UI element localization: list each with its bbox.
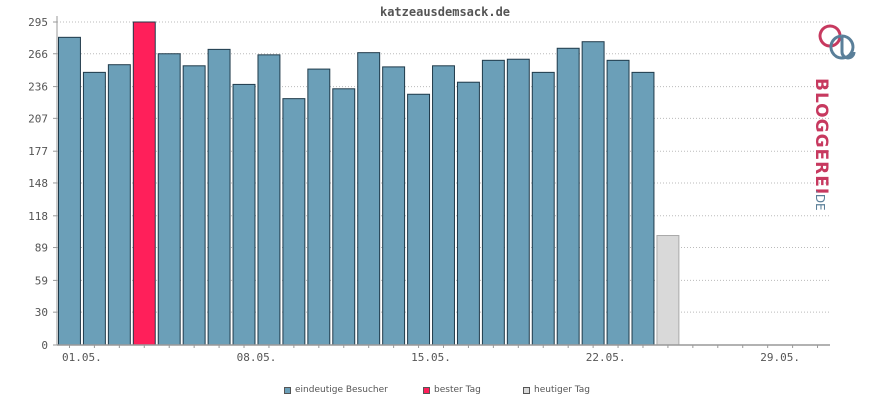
y-tick-label: 0 bbox=[41, 339, 48, 352]
bar bbox=[332, 88, 356, 346]
bar bbox=[432, 65, 455, 346]
y-tick-label: 266 bbox=[28, 48, 48, 61]
bar bbox=[107, 64, 131, 346]
chart-title: katzeausdemsack.de bbox=[380, 5, 510, 19]
bar bbox=[407, 93, 431, 346]
legend-swatch-today bbox=[523, 386, 530, 394]
bar bbox=[556, 47, 580, 346]
y-axis: 0 30 59 89 118 148 177 207 236 266 295 bbox=[28, 16, 58, 352]
bar bbox=[157, 53, 181, 346]
x-tick-label: 08.05. bbox=[237, 351, 277, 364]
x-axis: 01.05. 08.05. 15.05. 22.05. 29.05. bbox=[57, 344, 830, 364]
bar bbox=[456, 81, 480, 346]
bloggerei-logo-icon bbox=[818, 24, 856, 60]
y-tick-label: 207 bbox=[28, 112, 48, 125]
bar bbox=[232, 83, 256, 346]
bars bbox=[58, 21, 680, 346]
y-tick-label: 59 bbox=[35, 274, 48, 287]
y-tick-label: 295 bbox=[28, 16, 48, 29]
y-tick-label: 89 bbox=[35, 242, 48, 255]
bar bbox=[631, 71, 655, 346]
bar bbox=[481, 59, 505, 346]
legend-label-visitors: eindeutige Besucher bbox=[295, 385, 388, 395]
bar bbox=[82, 71, 106, 346]
bar bbox=[207, 48, 231, 346]
legend-label-today: heutiger Tag bbox=[534, 385, 591, 395]
x-tick-label: 29.05. bbox=[760, 351, 800, 364]
bar bbox=[257, 54, 281, 346]
x-tick-label: 15.05. bbox=[411, 351, 451, 364]
y-tick-label: 148 bbox=[28, 177, 48, 190]
bar bbox=[531, 71, 555, 346]
bar-chart: katzeausdemsack.de 0 30 59 89 118 148 177 207 23… bbox=[28, 5, 830, 364]
legend-swatch-best-day bbox=[423, 386, 430, 394]
y-tick-label: 236 bbox=[28, 81, 48, 94]
x-tick-label: 22.05. bbox=[586, 351, 626, 364]
bloggerei-logo-suffix: .DE bbox=[813, 190, 827, 211]
legend: eindeutige Besucher bester Tag heutiger … bbox=[0, 385, 870, 399]
bar bbox=[506, 58, 530, 346]
legend-label-best-day: bester Tag bbox=[434, 385, 481, 395]
bar bbox=[182, 65, 206, 346]
bar bbox=[382, 66, 406, 346]
y-tick-label: 30 bbox=[35, 306, 48, 319]
bar-best-day bbox=[132, 21, 156, 346]
bar bbox=[357, 52, 381, 346]
bloggerei-logo: BLOGGEREI .DE bbox=[811, 24, 856, 211]
y-tick-label: 177 bbox=[28, 145, 48, 158]
legend-swatch-visitors bbox=[284, 386, 291, 394]
x-tick-label: 01.05. bbox=[62, 351, 102, 364]
legend-item-today: heutiger Tag bbox=[523, 385, 590, 395]
bar bbox=[606, 59, 630, 346]
bar bbox=[58, 36, 81, 346]
legend-item-visitors: eindeutige Besucher bbox=[284, 385, 388, 395]
bar bbox=[282, 98, 306, 346]
legend-item-best-day: bester Tag bbox=[423, 385, 481, 395]
bar bbox=[307, 68, 331, 346]
y-tick-label: 118 bbox=[28, 210, 48, 223]
bloggerei-logo-text: BLOGGEREI bbox=[811, 78, 831, 195]
bar bbox=[581, 41, 605, 346]
bar-today bbox=[656, 235, 680, 346]
